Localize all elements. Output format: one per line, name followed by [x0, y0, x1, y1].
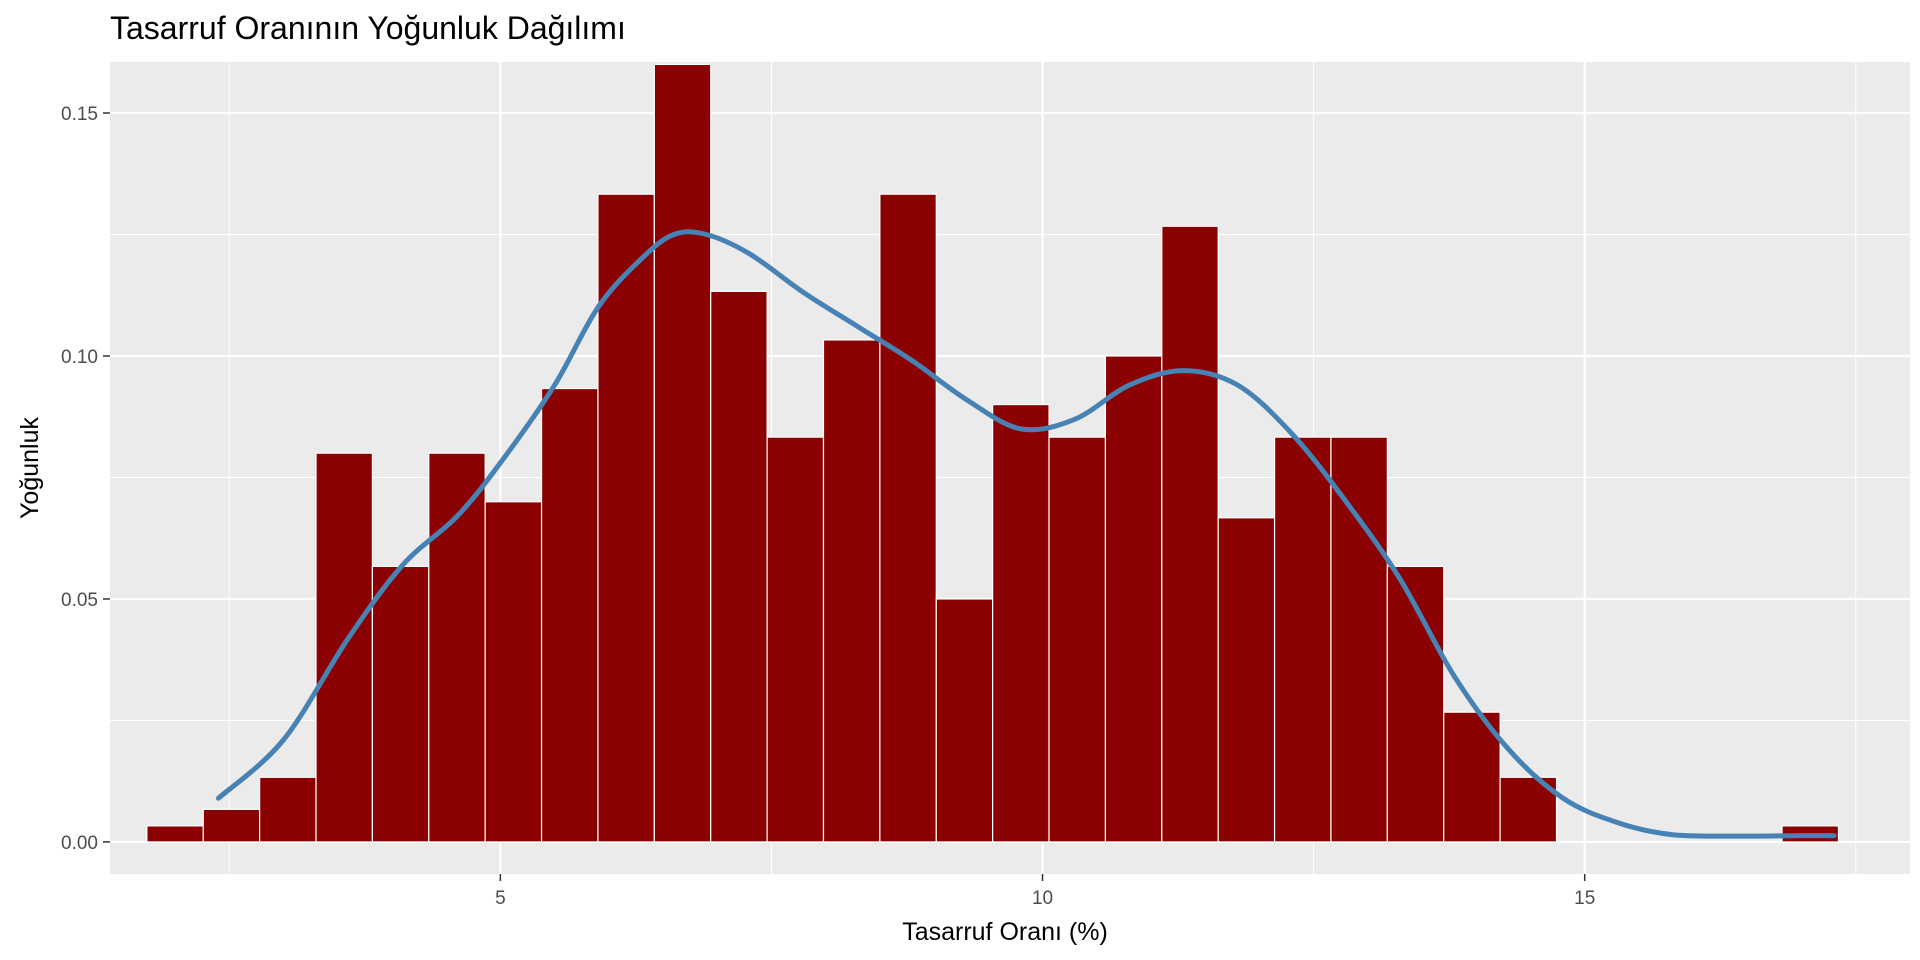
histogram-bars	[146, 63, 1840, 843]
chart-title: Tasarruf Oranının Yoğunluk Dağılımı	[110, 10, 626, 46]
histogram-bar	[822, 339, 881, 843]
histogram-bar	[484, 501, 543, 843]
histogram-bar	[1048, 436, 1107, 843]
histogram-bar	[202, 808, 261, 843]
y-tick-label: 0.05	[61, 590, 98, 611]
histogram-bar	[371, 565, 430, 843]
histogram-bar	[653, 63, 712, 843]
x-tick-label: 5	[495, 888, 506, 909]
density-curve-layer	[215, 229, 1837, 839]
density-curve-line	[215, 229, 1837, 839]
histogram-bar	[428, 452, 486, 843]
histogram-bar	[766, 436, 825, 843]
histogram-bar	[1443, 711, 1501, 843]
y-tick-label: 0.10	[61, 347, 98, 368]
histogram-bar	[146, 825, 204, 843]
histogram-bar	[935, 598, 994, 843]
y-tick-label: 0.15	[61, 104, 98, 125]
histogram-bar	[1273, 436, 1332, 843]
x-axis-title: Tasarruf Oranı (%)	[902, 918, 1108, 946]
histogram-bar	[1217, 517, 1276, 843]
histogram-bar	[540, 387, 599, 843]
histogram-bar	[1386, 565, 1445, 843]
y-axis-title: Yoğunluk	[16, 417, 44, 519]
histogram-bar	[1104, 355, 1163, 843]
histogram-bar	[992, 403, 1050, 843]
histogram-bar	[597, 193, 655, 843]
x-tick-label: 10	[1032, 888, 1053, 909]
histogram-bar	[259, 776, 317, 843]
x-tick-label: 15	[1574, 888, 1595, 909]
histogram-bar	[1330, 436, 1388, 843]
histogram-bar	[879, 193, 937, 843]
y-tick-label: 0.00	[61, 833, 98, 854]
histogram-bar	[710, 290, 768, 843]
axes: 5 10 15 0.00 0.05 0.10 0.15	[61, 104, 1595, 909]
histogram-bar	[1161, 225, 1219, 843]
